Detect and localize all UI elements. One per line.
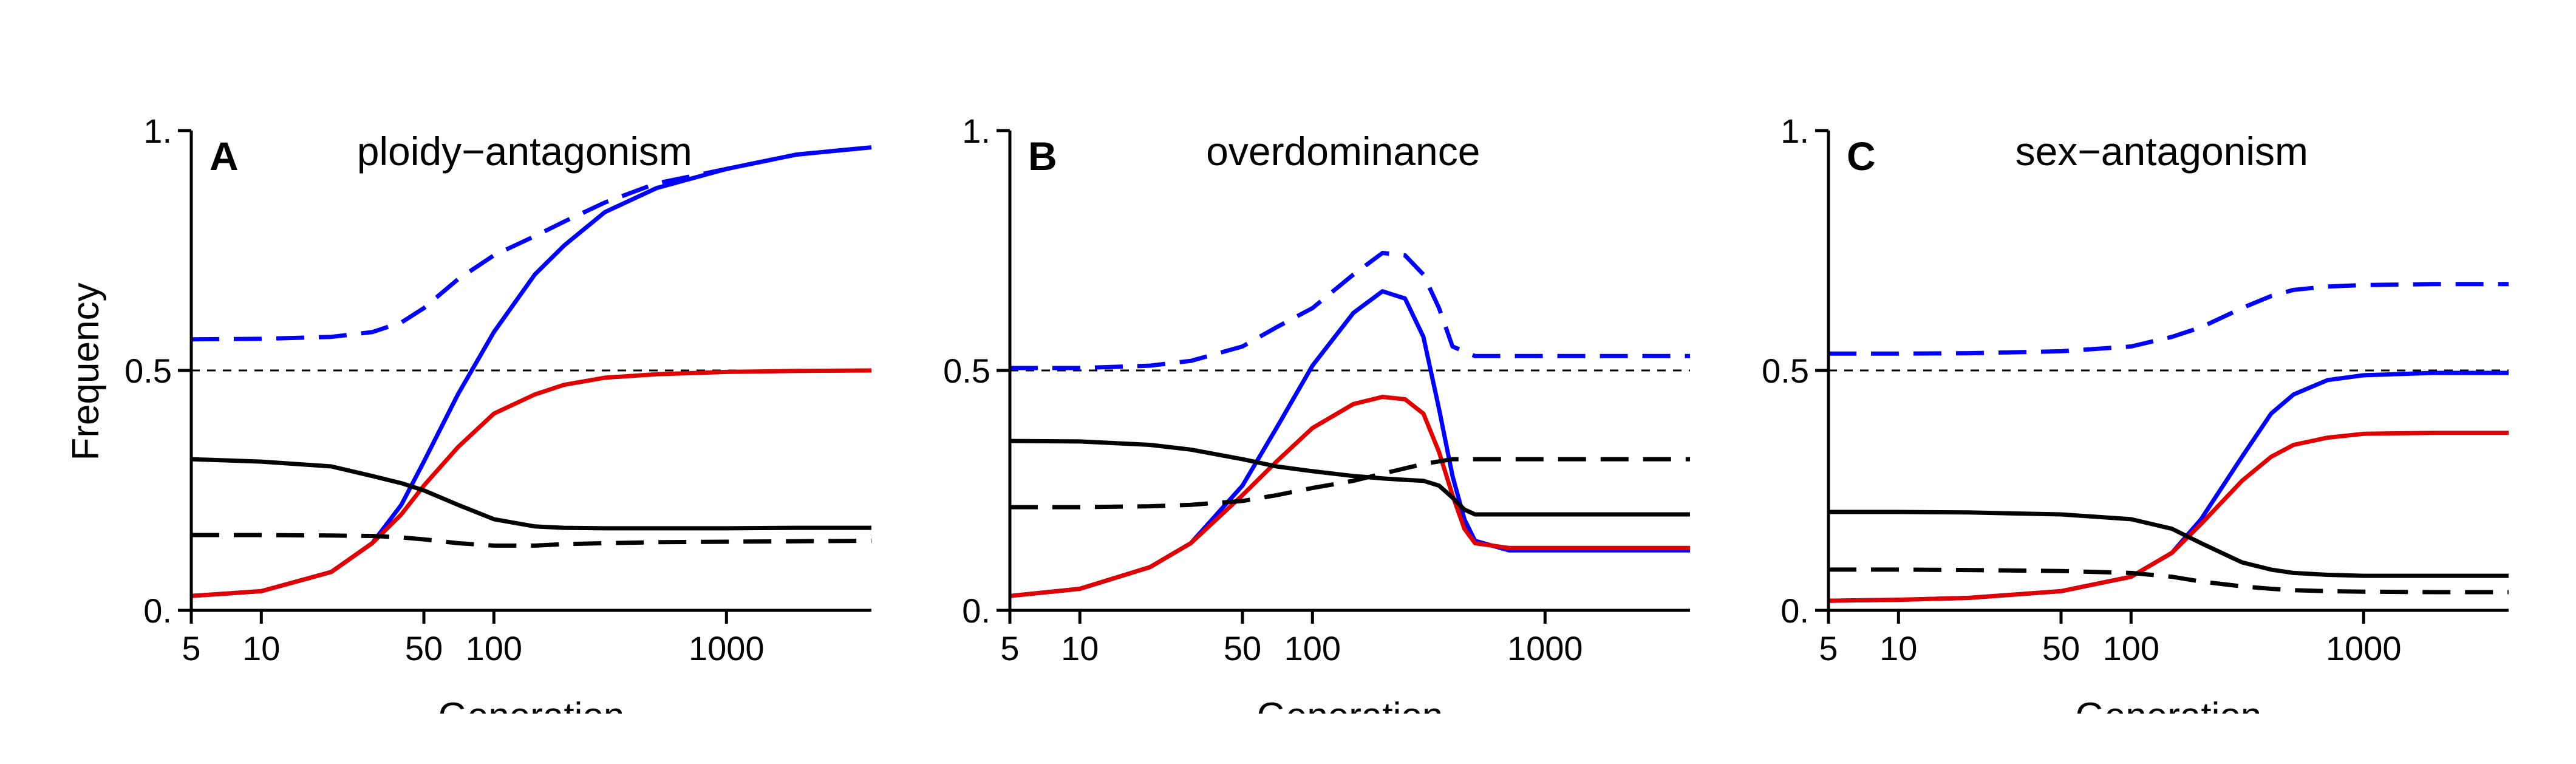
x-tick-label: 50: [2042, 629, 2080, 667]
series-line-4: [1828, 510, 2509, 578]
panel-letter: B: [1028, 134, 1057, 179]
series-line-4: [191, 457, 871, 531]
series-line-3: [1009, 395, 1690, 598]
x-tick-label: 100: [2103, 629, 2159, 667]
x-tick-label: 10: [1061, 629, 1099, 667]
series-line-1: [191, 145, 872, 342]
panel-title: sex−antagonism: [2015, 129, 2308, 174]
series-line-3: [191, 368, 872, 598]
panel-letter: C: [1847, 134, 1876, 179]
series-line-1: [1828, 282, 2509, 356]
x-tick-label: 5: [182, 629, 200, 667]
x-tick-label: 1000: [1507, 629, 1583, 667]
y-tick-label: 0.: [1780, 592, 1809, 630]
x-tick-label: 1000: [2326, 629, 2402, 667]
series-line-4: [1009, 438, 1690, 517]
series-line-5: [1828, 567, 2509, 595]
series-line-2: [1828, 370, 2509, 603]
x-tick-label: 5: [1819, 629, 1838, 667]
y-tick-label: 1.: [143, 112, 172, 150]
x-tick-label: 10: [1879, 629, 1917, 667]
series-line-3: [1828, 431, 2509, 603]
y-tick-label: 0.: [962, 592, 990, 630]
x-tick-label: 1000: [689, 629, 765, 667]
series-line-1: [1010, 251, 1690, 370]
panel-title: overdominance: [1206, 129, 1480, 174]
y-axis-title: Frequency: [65, 283, 107, 461]
y-tick-label: 1.: [962, 112, 990, 150]
chart-panel-a: 0.0.51.510501001000GenerationAploidy−ant…: [124, 112, 872, 737]
panel-letter: A: [210, 134, 239, 179]
y-tick-label: 1.: [1780, 112, 1809, 150]
panel-title: ploidy−antagonism: [357, 129, 692, 174]
y-tick-label: 0.5: [124, 352, 172, 390]
x-tick-label: 50: [405, 629, 443, 667]
y-tick-label: 0.: [143, 592, 172, 630]
series-line-5: [1010, 457, 1690, 510]
chart-panel-c: 0.0.51.510501001000GenerationCsex−antago…: [1762, 112, 2509, 737]
x-tick-label: 5: [1000, 629, 1019, 667]
bottom-crop: [0, 714, 2576, 764]
x-tick-label: 50: [1224, 629, 1261, 667]
x-tick-label: 100: [466, 629, 522, 667]
x-tick-label: 10: [242, 629, 280, 667]
chart-panel-b: 0.0.51.510501001000GenerationBoverdomina…: [943, 112, 1690, 737]
y-tick-label: 0.5: [1762, 352, 1809, 390]
y-tick-label: 0.5: [943, 352, 990, 390]
x-tick-label: 100: [1284, 629, 1341, 667]
series-line-5: [191, 533, 872, 548]
